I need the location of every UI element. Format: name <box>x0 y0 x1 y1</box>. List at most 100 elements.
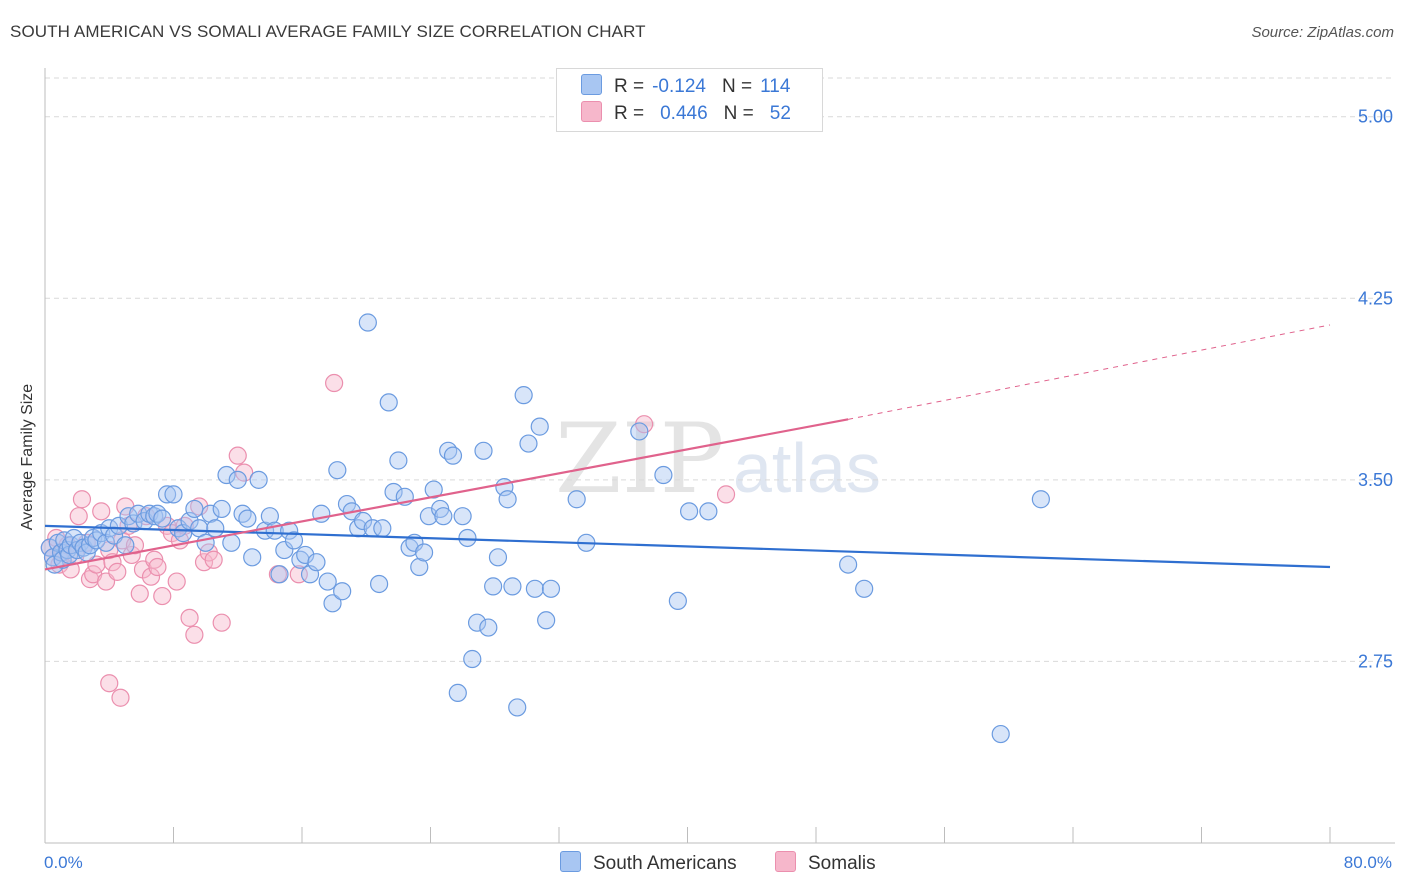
south-american-point <box>498 490 517 509</box>
somali-point <box>111 688 130 707</box>
south-american-point <box>153 509 172 528</box>
somali-point <box>204 550 223 569</box>
somali-point <box>92 502 111 521</box>
south-american-point <box>328 461 347 480</box>
somali-point <box>108 562 127 581</box>
south-american-point <box>196 533 215 552</box>
legend-n-value: 52 <box>769 103 791 124</box>
somali-point <box>180 608 199 627</box>
south-american-point <box>280 521 299 540</box>
legend-n-label: N = <box>723 103 754 124</box>
south-american-point <box>537 611 556 630</box>
somali-point <box>167 572 186 591</box>
legend-item-somalis: Somalis <box>775 851 876 875</box>
legend-label: Somalis <box>808 853 876 874</box>
watermark-atlas: atlas <box>733 429 881 507</box>
south-american-point <box>270 565 289 584</box>
south-american-point <box>185 499 204 519</box>
south-american-point <box>453 507 472 526</box>
somali-point <box>148 557 167 577</box>
somali-point <box>100 674 119 693</box>
south-american-point <box>414 543 434 562</box>
south-american-point <box>296 545 315 565</box>
south-american-point <box>410 557 429 577</box>
south-american-point <box>284 531 304 550</box>
south-american-point <box>201 504 220 523</box>
south-american-point <box>238 509 257 528</box>
south-american-point <box>530 417 549 436</box>
somalis-trend-line <box>44 418 849 571</box>
south-american-point <box>541 579 561 598</box>
south-american-point <box>519 434 538 453</box>
south-american-point <box>116 536 135 555</box>
south-american-point <box>458 528 477 548</box>
source-credit: Source: ZipAtlas.com <box>1251 24 1394 41</box>
legend-row-somalis: R = 0.446 N = 52 <box>581 101 791 127</box>
somali-point <box>716 485 736 504</box>
chart-title: SOUTH AMERICAN VS SOMALI AVERAGE FAMILY … <box>10 22 646 41</box>
y-tick-label: 2.75 <box>1358 651 1393 671</box>
y-tick-label: 4.25 <box>1358 288 1393 308</box>
somalis-points <box>40 373 736 707</box>
south-american-point <box>318 572 337 591</box>
somali-point <box>72 490 92 509</box>
south-american-point <box>474 441 493 460</box>
legend-swatch-blue <box>581 74 602 95</box>
y-tick-label: 5.00 <box>1358 107 1393 127</box>
south-american-point <box>448 683 467 703</box>
somali-point <box>228 446 247 465</box>
south-american-point <box>699 502 718 521</box>
stats-legend: R = -0.124 N = 114 R = 0.446 N = 52 <box>556 68 823 132</box>
south-american-point <box>991 724 1010 744</box>
south-american-point <box>379 393 398 412</box>
legend-r-value: -0.124 <box>652 76 706 97</box>
south-american-point <box>373 519 392 538</box>
x-axis-max-label: 80.0% <box>1343 853 1392 872</box>
south-american-point <box>630 422 649 441</box>
south-american-point <box>463 649 482 669</box>
south-american-point <box>243 548 262 567</box>
legend-n-label: N = <box>721 76 753 97</box>
legend-swatch-pink <box>581 101 602 122</box>
south-american-point <box>839 555 858 574</box>
south-american-point <box>654 465 673 485</box>
south-american-point <box>424 480 443 499</box>
south-american-point <box>249 470 268 489</box>
south-american-point <box>443 446 463 465</box>
legend-r-label: R = <box>614 103 645 124</box>
watermark: ZIPatlas <box>555 403 881 515</box>
south-american-point <box>488 548 508 567</box>
south-american-point <box>567 490 586 509</box>
trend-lines <box>44 324 1331 571</box>
somali-point <box>212 613 231 632</box>
south-american-point <box>157 485 177 504</box>
south-american-point <box>275 540 294 560</box>
south-american-point <box>333 582 352 601</box>
south-american-point <box>503 577 522 596</box>
south-american-point <box>508 698 527 717</box>
south-american-point <box>370 574 389 594</box>
y-tick-labels: 2.75 3.50 4.25 5.00 <box>1358 107 1393 672</box>
somali-point <box>325 373 344 393</box>
south-american-point <box>467 613 487 632</box>
south-americans-points <box>40 313 1050 744</box>
south-american-point <box>855 579 874 598</box>
south-american-point <box>1031 490 1050 509</box>
south-american-point <box>212 499 231 519</box>
south-american-point <box>109 516 128 535</box>
y-tick-label: 3.50 <box>1358 470 1393 490</box>
somalis-trend-extension <box>848 324 1331 420</box>
south-american-point <box>384 482 403 502</box>
south-american-point <box>353 511 373 531</box>
grid-lines <box>45 77 1395 662</box>
south-americans-trend-line <box>44 524 1331 569</box>
axes <box>44 68 1395 844</box>
south-american-point <box>206 519 225 538</box>
south-american-point <box>358 313 377 332</box>
south-american-point <box>680 502 699 521</box>
south-american-point <box>479 618 498 637</box>
legend-n-value: 114 <box>760 76 791 97</box>
legend-r-value: 0.446 <box>660 103 708 124</box>
somali-point <box>69 507 88 526</box>
